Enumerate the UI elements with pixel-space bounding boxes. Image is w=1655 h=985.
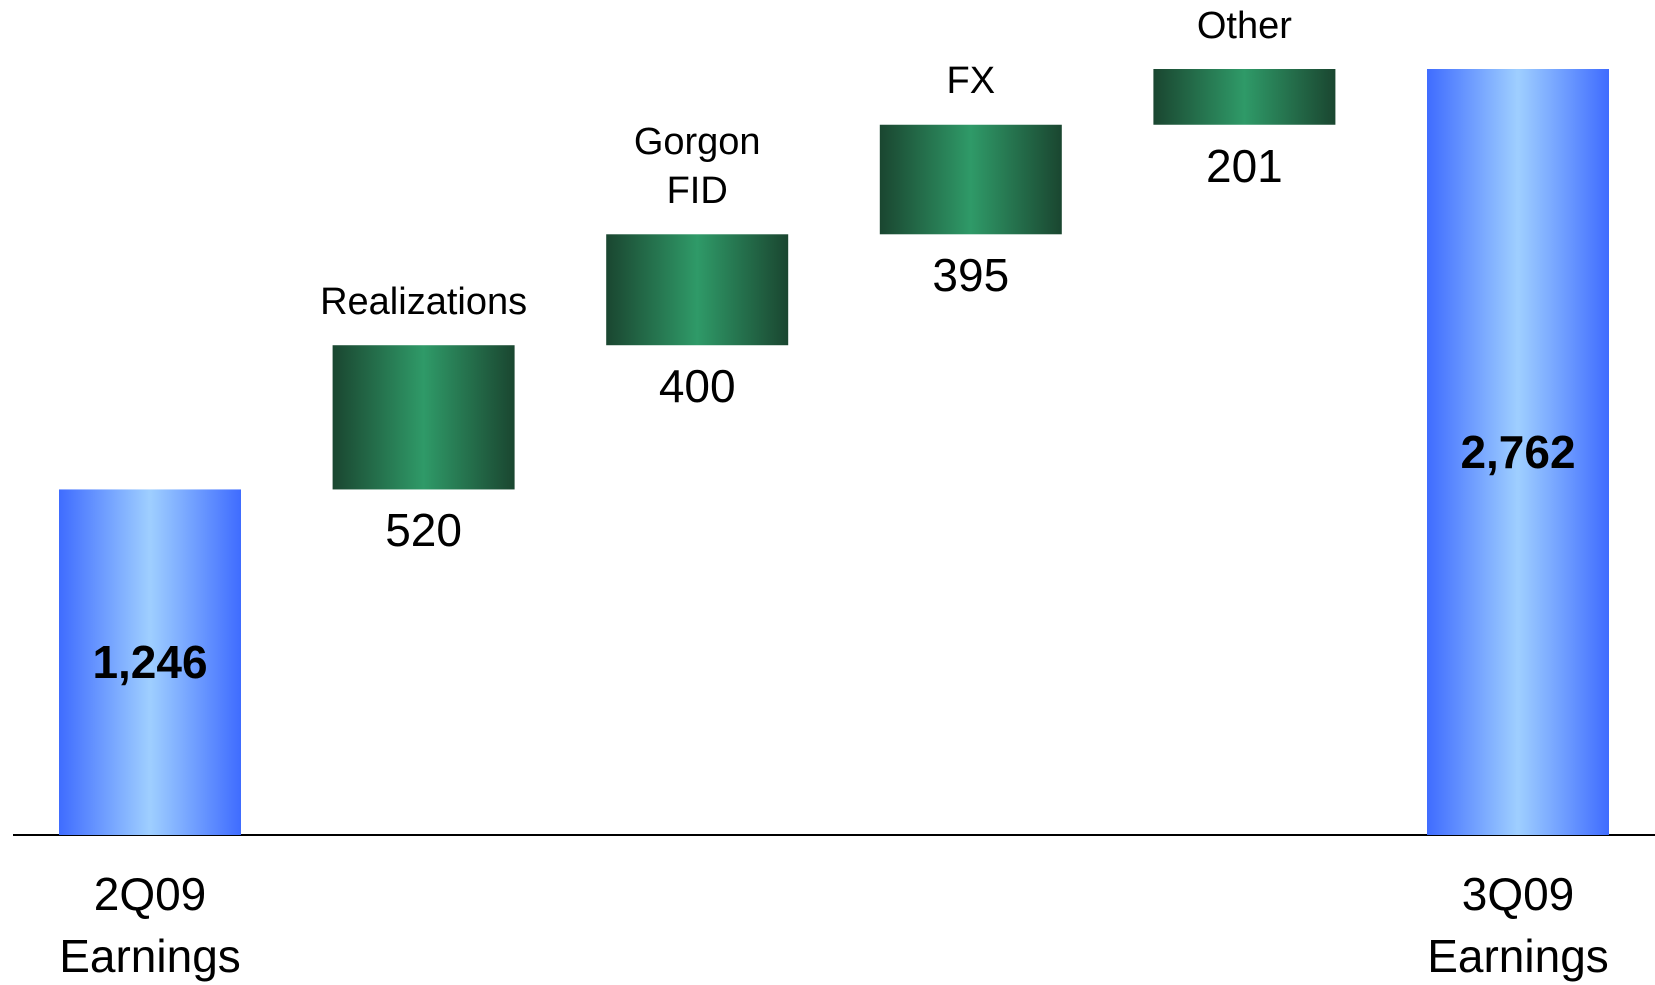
value-label: 400	[658, 360, 736, 413]
bar	[1153, 69, 1336, 125]
category-label: Other	[1196, 4, 1292, 47]
bar	[1427, 69, 1609, 835]
bar	[332, 345, 515, 490]
bar	[606, 234, 789, 346]
value-label: 520	[385, 504, 462, 557]
value-label: 395	[932, 249, 1010, 302]
bar	[59, 489, 241, 835]
bar	[879, 124, 1062, 235]
category-label: Realizations	[320, 280, 528, 323]
value-label: 1,246	[92, 636, 208, 689]
value-label: 2,762	[1460, 426, 1576, 478]
category-label: Gorgon FID	[633, 120, 761, 212]
category-label: FX	[946, 60, 996, 103]
category-label: 2Q09 Earnings	[59, 868, 241, 983]
value-label: 201	[1206, 139, 1283, 192]
category-label: 3Q09 Earnings	[1427, 868, 1609, 983]
